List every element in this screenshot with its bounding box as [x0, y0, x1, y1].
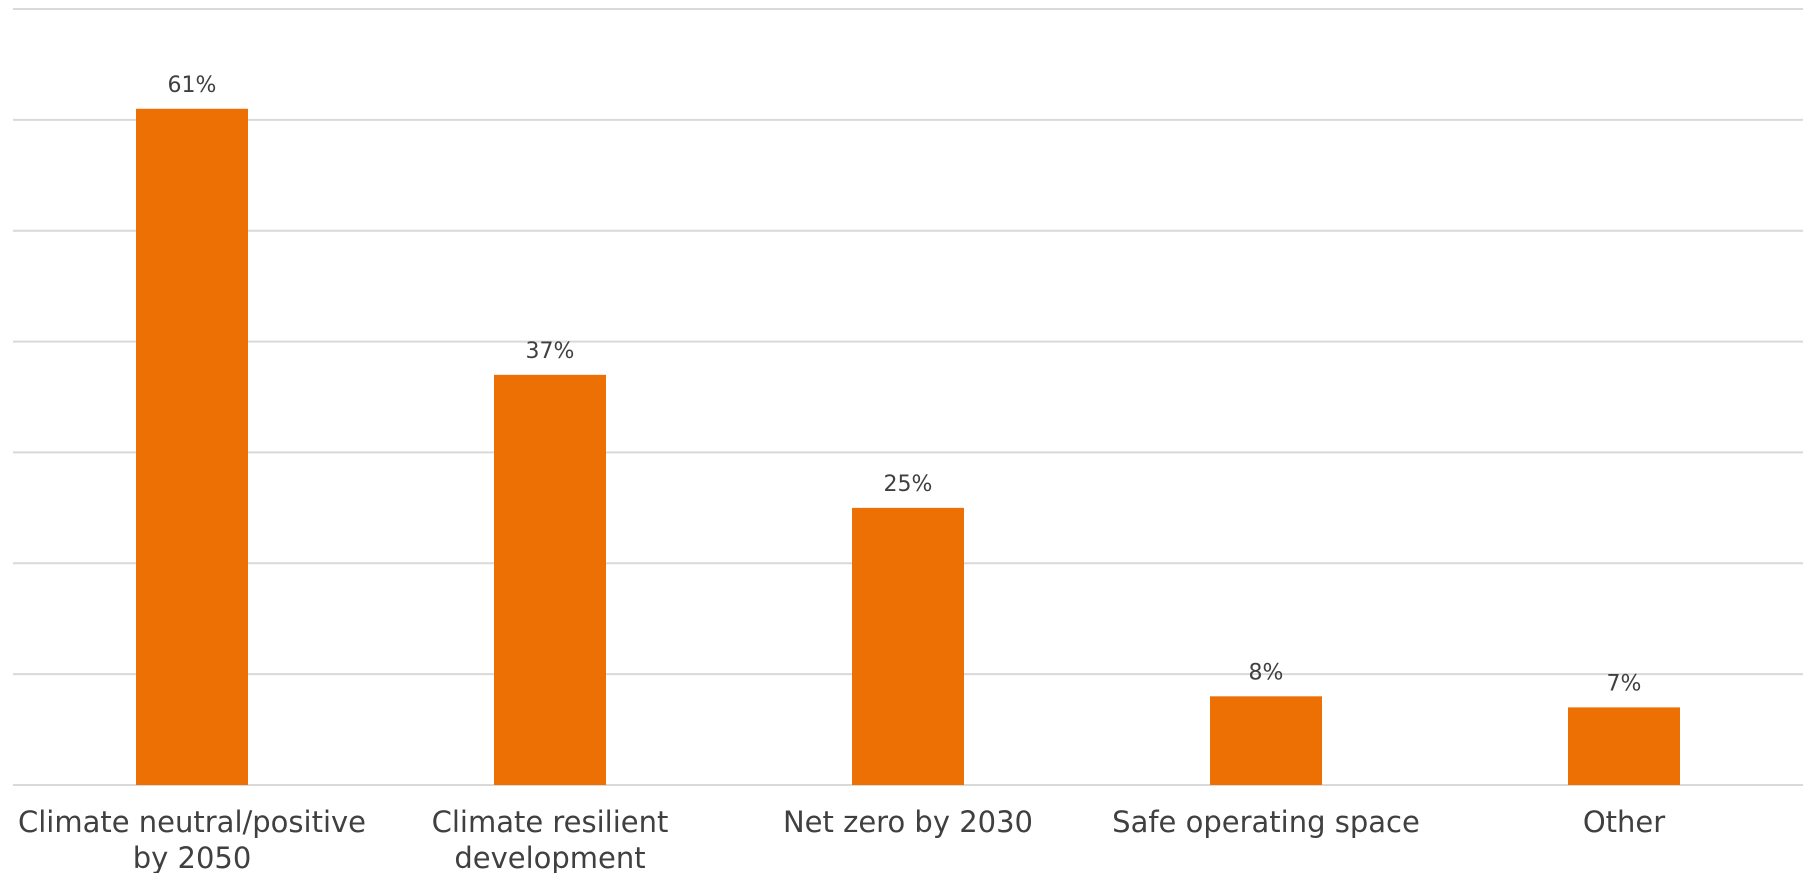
- data-label: 25%: [884, 472, 933, 497]
- bar: [852, 507, 964, 785]
- bars: [136, 108, 1680, 786]
- value-labels: 61% 37% 25% 8% 7%: [168, 73, 1642, 697]
- category-label-line: Climate neutral/positive: [18, 805, 366, 839]
- category-label: Safe operating space: [1112, 805, 1420, 839]
- category-label: Net zero by 2030: [783, 805, 1033, 839]
- data-label: 7%: [1607, 671, 1642, 696]
- data-label: 37%: [526, 339, 575, 364]
- category-label: Climate neutral/positive by 2050: [18, 805, 366, 873]
- category-label: Climate resilient development: [432, 805, 669, 873]
- category-label-line: Other: [1583, 805, 1665, 839]
- data-label: 61%: [168, 73, 217, 98]
- category-label-line: Safe operating space: [1112, 805, 1420, 839]
- category-label-line: by 2050: [133, 841, 252, 873]
- category-label: Other: [1583, 805, 1665, 839]
- bar: [1210, 696, 1322, 785]
- category-labels: Climate neutral/positive by 2050 Climate r…: [18, 805, 1665, 873]
- data-label: 8%: [1249, 660, 1284, 685]
- bar: [1568, 707, 1680, 785]
- category-label-line: development: [454, 841, 645, 873]
- bar: [136, 108, 248, 786]
- category-label-line: Net zero by 2030: [783, 805, 1033, 839]
- category-label-line: Climate resilient: [432, 805, 669, 839]
- bar: [494, 374, 606, 785]
